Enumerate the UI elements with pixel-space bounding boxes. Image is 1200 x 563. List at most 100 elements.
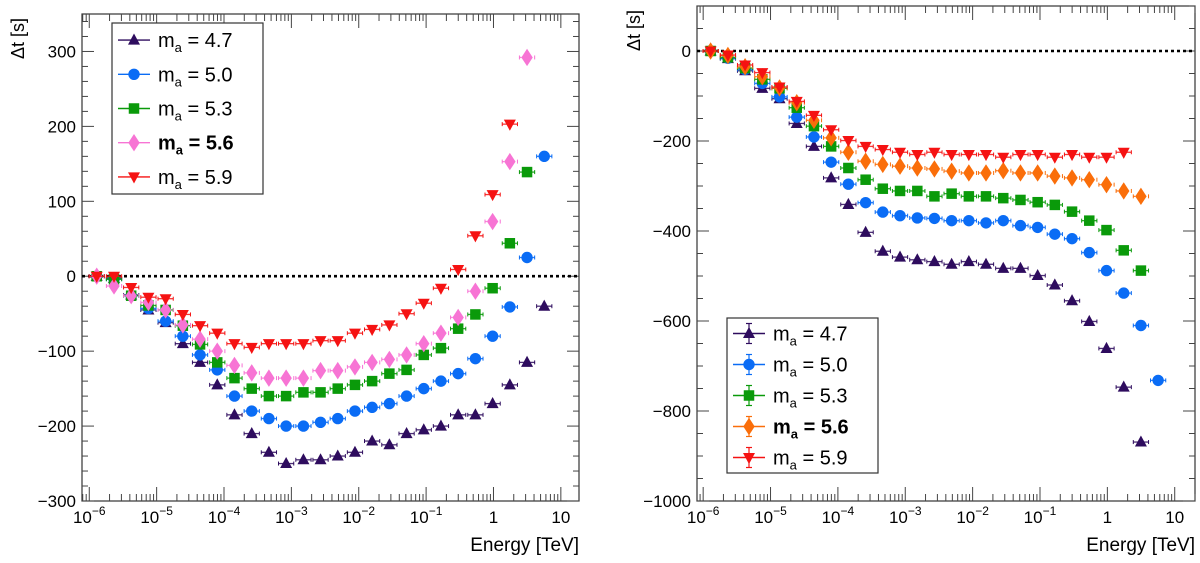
data-point (314, 453, 327, 465)
x-tick-label: 10−5 (754, 504, 787, 527)
data-point (400, 346, 413, 364)
data-point (487, 282, 498, 294)
data-point (1014, 164, 1027, 182)
data-point (262, 445, 275, 457)
data-point (503, 119, 516, 131)
plot-frame (81, 13, 580, 502)
data-point (194, 330, 206, 348)
data-point (825, 125, 838, 137)
data-point (842, 178, 855, 190)
data-point (469, 408, 482, 420)
x-tick-label: 10−3 (889, 504, 922, 527)
data-point (1135, 187, 1147, 206)
data-point (521, 48, 533, 67)
data-point (980, 217, 992, 229)
data-point (452, 367, 464, 380)
data-point (503, 378, 516, 390)
data-point (504, 238, 516, 249)
legend-item: ma = 5.0 (118, 64, 233, 89)
data-point (894, 147, 907, 159)
legend-marker (128, 33, 140, 45)
legend-label: ma = 4.7 (158, 30, 233, 55)
data-point (400, 309, 413, 321)
y-tick-label: 100 (48, 192, 76, 211)
data-point (125, 287, 137, 305)
data-point (1118, 182, 1130, 200)
data-point (1031, 221, 1044, 234)
data-point (1049, 199, 1061, 211)
data-point (1100, 341, 1113, 353)
data-point (263, 369, 275, 387)
data-point (1135, 319, 1147, 332)
data-point (469, 352, 482, 365)
data-point (929, 191, 940, 202)
x-tick-label: 1 (489, 508, 498, 527)
y-tick-label: −1000 (643, 492, 691, 511)
data-point (384, 368, 395, 379)
data-point (90, 271, 103, 283)
x-tick-label: 10−3 (275, 504, 308, 527)
data-point (807, 110, 820, 122)
data-point (1083, 152, 1096, 164)
data-point (980, 191, 992, 202)
x-tick-label: 10 (1165, 508, 1184, 527)
data-point (263, 412, 275, 425)
data-point (1083, 171, 1095, 189)
data-point (108, 271, 121, 283)
data-point (452, 408, 465, 420)
data-point (245, 342, 258, 355)
data-point (521, 251, 533, 264)
data-point (825, 129, 837, 147)
data-point (349, 358, 361, 376)
data-point (1066, 169, 1078, 187)
data-point (228, 408, 241, 420)
data-point (538, 299, 551, 311)
data-point (348, 445, 361, 457)
data-point (228, 356, 241, 375)
data-point (1100, 152, 1113, 164)
data-point (997, 261, 1010, 273)
x-tick-label: 10−6 (73, 504, 106, 527)
data-point (963, 191, 975, 202)
data-point (894, 185, 906, 197)
data-point (177, 330, 189, 342)
data-point (211, 378, 224, 390)
data-point (418, 334, 430, 353)
data-point (962, 150, 975, 162)
data-point (963, 164, 975, 182)
data-point (417, 423, 430, 435)
data-point (417, 298, 430, 310)
data-point (859, 152, 872, 170)
data-point (1014, 150, 1027, 162)
data-point (486, 212, 499, 231)
data-point (1100, 264, 1113, 277)
data-point (314, 416, 327, 429)
series-5-3 (88, 166, 536, 402)
data-point (998, 192, 1009, 204)
data-point (1100, 175, 1113, 194)
data-point (1031, 164, 1044, 182)
data-point (1084, 215, 1095, 226)
series-5-6 (702, 42, 1150, 206)
legend-marker (128, 103, 140, 114)
data-point (366, 375, 378, 387)
data-point (211, 328, 224, 340)
data-point (366, 434, 379, 446)
data-point (298, 387, 309, 398)
data-point (980, 164, 992, 182)
data-point (400, 426, 413, 439)
data-point (176, 309, 189, 322)
data-point (280, 456, 293, 469)
legend-label: ma = 5.9 (158, 167, 233, 192)
data-point (928, 147, 941, 159)
legend-label: ma = 5.6 (158, 133, 234, 158)
data-point (469, 282, 482, 300)
data-point (246, 364, 258, 382)
data-point (997, 152, 1010, 164)
y-tick-label: −600 (653, 312, 691, 331)
data-point (773, 91, 786, 103)
data-point (721, 50, 734, 62)
legend-item: ma = 5.3 (733, 384, 848, 411)
data-point (452, 323, 464, 334)
